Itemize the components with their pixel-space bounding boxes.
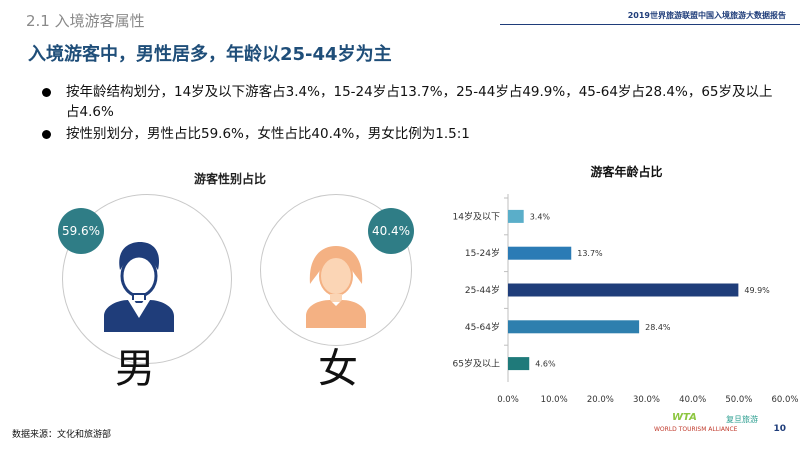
male-percent-badge: 59.6% (58, 208, 104, 254)
category-label: 65岁及以上 (453, 358, 500, 370)
data-label: 3.4% (530, 212, 551, 221)
age-bar-chart: 游客年龄占比 14岁及以下 3.4% 15-24岁 13.7% 25-44岁 49.9% 45… (453, 164, 799, 405)
female-percent-badge: 40.4% (368, 208, 414, 254)
data-label: 4.6% (535, 360, 556, 369)
bullet-list: 按年龄结构划分，14岁及以下游客占3.4%，15-24岁占13.7%，25-44… (40, 82, 780, 146)
page-headline: 入境游客中，男性居多，年龄以25-44岁为主 (28, 44, 392, 65)
report-title: 2019世界旅游联盟中国入境旅游大数据报告 (627, 11, 786, 20)
bar (508, 209, 524, 223)
bullet-age: 按年龄结构划分，14岁及以下游客占3.4%，15-24岁占13.7%，25-44… (40, 82, 780, 122)
gender-chart-title: 游客性别占比 (193, 172, 266, 186)
wta-logo: WTA (672, 412, 697, 423)
female-label: 女 (318, 346, 358, 392)
bar (508, 283, 739, 297)
bullet-gender: 按性别划分，男性占比59.6%，女性占比40.4%，男女比例为1.5:1 (40, 124, 780, 144)
x-tick-label: 60.0% (771, 395, 798, 405)
x-tick-label: 20.0% (587, 395, 614, 405)
category-label: 25-44岁 (465, 284, 500, 296)
female-person-icon (306, 246, 366, 328)
bar (508, 246, 572, 260)
chart-title: 游客年龄占比 (590, 164, 662, 179)
bar (508, 357, 530, 371)
data-label: 49.9% (744, 286, 770, 295)
data-label: 13.7% (577, 249, 603, 258)
university-logo: 复旦旅游 (726, 415, 758, 424)
section-title: 2.1 入境游客属性 (26, 12, 145, 30)
header-rule (500, 24, 800, 25)
x-tick-label: 0.0% (497, 395, 519, 405)
data-source: 数据来源：文化和旅游部 (12, 430, 112, 440)
bar (508, 320, 640, 334)
page-number: 10 (773, 424, 786, 434)
x-tick-label: 30.0% (633, 395, 660, 405)
category-label: 15-24岁 (465, 247, 500, 259)
category-label: 14岁及以下 (453, 210, 500, 222)
x-tick-label: 50.0% (725, 395, 752, 405)
category-label: 45-64岁 (465, 321, 500, 333)
wta-text-logo: WORLD TOURISM ALLIANCE (654, 426, 738, 433)
male-label: 男 (115, 346, 155, 392)
x-tick-label: 10.0% (541, 395, 568, 405)
data-label: 28.4% (645, 323, 671, 332)
male-person-icon (104, 242, 174, 332)
x-tick-label: 40.0% (679, 395, 706, 405)
